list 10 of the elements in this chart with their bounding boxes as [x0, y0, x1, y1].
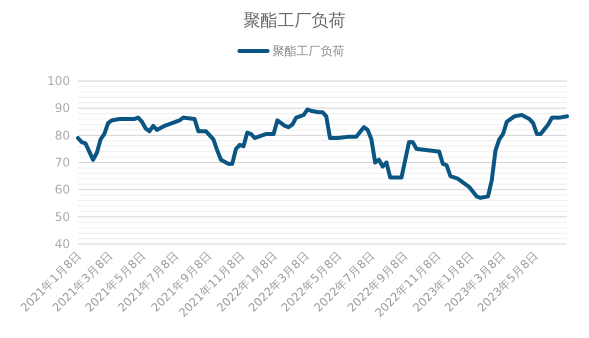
y-tick-label: 50	[54, 210, 70, 224]
y-tick-label: 70	[54, 156, 70, 170]
y-tick-label: 90	[54, 101, 70, 116]
chart-title: 聚酯工厂负荷	[244, 11, 346, 31]
y-tick-label: 100	[47, 74, 70, 88]
y-tick-label: 40	[54, 237, 70, 251]
y-tick-label: 60	[54, 182, 70, 197]
y-tick-label: 80	[54, 128, 70, 142]
line-series	[76, 108, 569, 200]
legend-label: 聚酯工厂负荷	[272, 44, 344, 58]
